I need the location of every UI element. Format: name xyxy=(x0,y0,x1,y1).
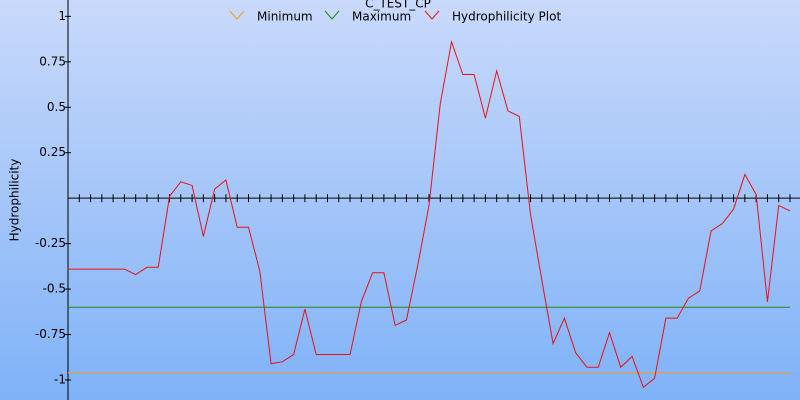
y-tick-label: -0.5 xyxy=(43,282,66,296)
y-tick-label: 0.75 xyxy=(39,54,66,68)
chart-title: C_TEST_CP xyxy=(365,0,431,11)
y-tick-label: 0.5 xyxy=(47,100,66,114)
y-tick-label: 1 xyxy=(58,9,66,23)
legend-label: Minimum xyxy=(257,10,313,24)
y-tick-label: -0.75 xyxy=(35,327,66,341)
legend-label: Hydrophilicity Plot xyxy=(452,10,561,24)
y-axis-label: Hydrophilicity xyxy=(8,159,22,242)
y-tick-label: 0.25 xyxy=(39,145,66,159)
legend-label: Maximum xyxy=(352,10,411,24)
y-tick-label: -0.25 xyxy=(35,236,66,250)
legend-swatch xyxy=(229,10,245,20)
legend-swatch xyxy=(324,10,340,20)
legend-swatch xyxy=(424,10,440,20)
series-line xyxy=(68,39,791,389)
y-tick-label: -1 xyxy=(54,373,66,387)
